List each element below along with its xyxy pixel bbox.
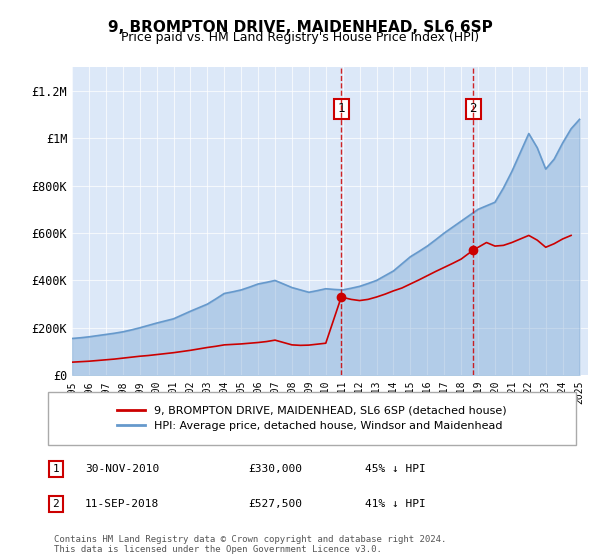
Legend: 9, BROMPTON DRIVE, MAIDENHEAD, SL6 6SP (detached house), HPI: Average price, det: 9, BROMPTON DRIVE, MAIDENHEAD, SL6 6SP (… [113, 402, 511, 436]
Text: 41% ↓ HPI: 41% ↓ HPI [365, 499, 425, 509]
Text: 11-SEP-2018: 11-SEP-2018 [85, 499, 159, 509]
Text: 1: 1 [53, 464, 59, 474]
Text: Contains HM Land Registry data © Crown copyright and database right 2024.
This d: Contains HM Land Registry data © Crown c… [54, 535, 446, 554]
Text: 1: 1 [338, 102, 345, 115]
Text: 2: 2 [469, 102, 477, 115]
Text: 30-NOV-2010: 30-NOV-2010 [85, 464, 159, 474]
FancyBboxPatch shape [48, 392, 576, 445]
Text: 45% ↓ HPI: 45% ↓ HPI [365, 464, 425, 474]
Text: 2: 2 [53, 499, 59, 509]
Text: £527,500: £527,500 [248, 499, 302, 509]
Text: 9, BROMPTON DRIVE, MAIDENHEAD, SL6 6SP: 9, BROMPTON DRIVE, MAIDENHEAD, SL6 6SP [107, 20, 493, 35]
Text: Price paid vs. HM Land Registry's House Price Index (HPI): Price paid vs. HM Land Registry's House … [121, 31, 479, 44]
Text: £330,000: £330,000 [248, 464, 302, 474]
